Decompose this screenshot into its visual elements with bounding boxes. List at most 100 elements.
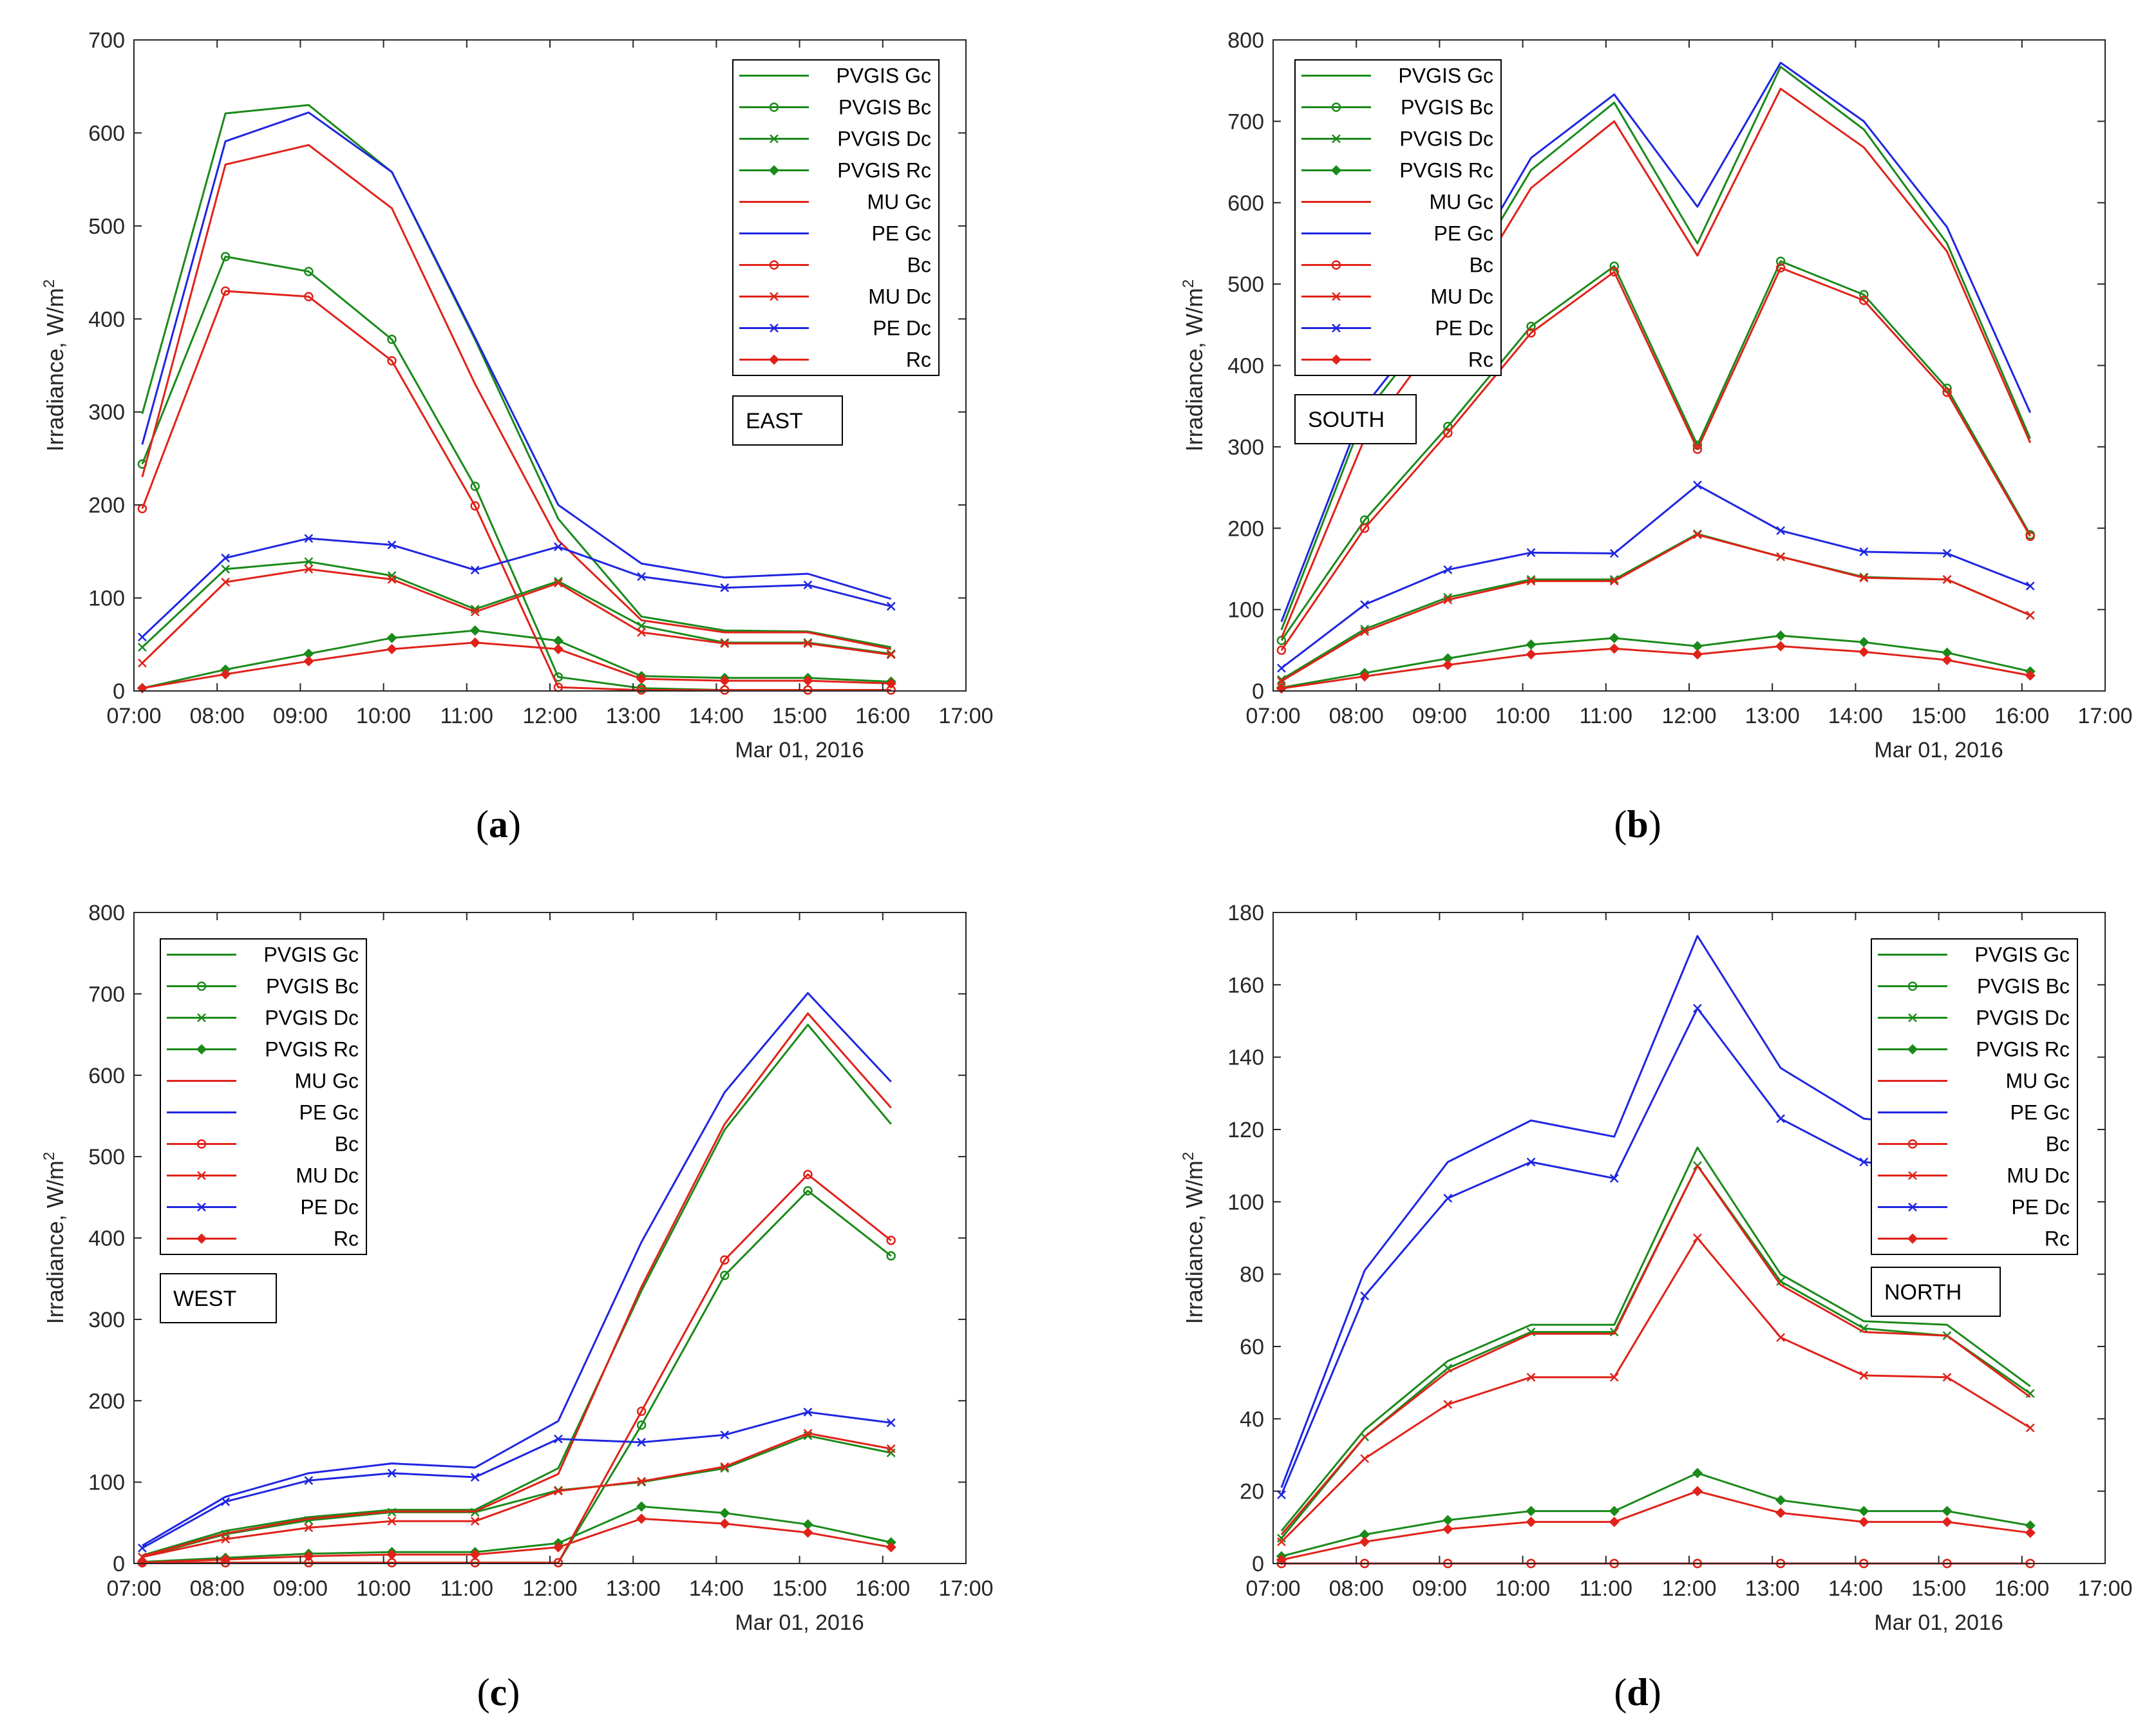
legend-box [1294,59,1502,376]
legend-marker [1331,102,1341,112]
data-point [1443,595,1453,605]
legend-marker [1331,260,1341,270]
data-point [1859,296,1869,305]
data-point [1277,663,1286,673]
legend-label: PVGIS Rc [837,159,931,182]
series-line [1280,484,2031,669]
caption-letter: b [1627,803,1648,846]
y-tick-label: 0 [1252,679,1264,704]
data-point [1858,647,1869,657]
series-line [142,1173,892,1564]
data-point [304,1523,314,1533]
legend-label: PVGIS Dc [265,1006,359,1030]
data-point [1442,1524,1453,1535]
data-point [637,628,647,637]
legend-entry: PVGIS Rc [1878,1038,2070,1061]
legend-label: PVGIS Gc [1974,943,2070,967]
data-point [386,643,397,655]
y-tick-label: 600 [88,1064,125,1088]
data-point [1859,290,1869,299]
date-label: Mar 01, 2016 [1874,1611,2003,1635]
data-point [138,1544,147,1553]
y-tick-label: 0 [1252,1552,1264,1576]
series-pe-gc [142,992,892,1547]
legend-label: PVGIS Bc [1977,975,2070,998]
data-point [1775,263,1786,273]
x-tick-label: 17:00 [2077,704,2132,728]
y-axis-label: Irradiance, W/m2 [41,279,68,451]
data-point [802,1527,813,1538]
data-point [1276,1554,1287,1565]
legend-entry: Bc [1301,254,1493,277]
series-bc [137,1169,896,1567]
legend-marker [1332,292,1341,301]
series-line [141,104,891,648]
legend-entry: PVGIS Rc [739,159,931,182]
data-point [553,1542,563,1553]
data-point [1859,1371,1869,1380]
data-point [137,1557,147,1568]
data-point [1526,1516,1537,1527]
data-point [1609,1516,1620,1527]
data-point [1359,1536,1370,1547]
data-point [221,578,231,587]
data-point [1942,1506,1953,1516]
data-point [1526,321,1536,332]
annotation-label: WEST [173,1287,236,1311]
data-point [637,1437,647,1447]
legend-entry: PE Dc [739,317,931,340]
x-tick-label: 15:00 [772,704,827,728]
legend-entry: PVGIS Bc [1301,96,1493,119]
data-point [1443,1399,1453,1409]
data-point [553,643,563,655]
y-tick-label: 300 [1227,435,1264,460]
data-point [1277,1490,1286,1500]
x-tick-label: 10:00 [356,1576,411,1601]
legend-label: MU Gc [2005,1070,2070,1093]
series-line [142,1411,891,1549]
date-label: Mar 01, 2016 [1874,738,2003,762]
data-point [1609,1173,1619,1183]
y-tick-label: 600 [1227,191,1264,216]
data-point [886,650,896,659]
series-line [1280,1237,2031,1543]
data-point [304,292,314,301]
legend-label: MU Dc [868,285,931,308]
series-line [1281,533,2031,683]
series-line [142,1023,892,1556]
annotation-box [160,1273,277,1323]
data-point [1443,428,1453,438]
legend-entry: MU Dc [1301,285,1493,308]
data-point [720,1255,730,1265]
data-point [1277,676,1286,686]
y-tick-label: 0 [113,679,125,704]
data-point [1360,600,1370,609]
y-tick-label: 200 [88,1389,125,1413]
legend-label: Bc [1470,254,1493,277]
y-axis-label-superscript: 2 [1180,1152,1197,1160]
legend-entry: Rc [1878,1227,2070,1251]
data-point [554,1486,563,1496]
legend-entry: MU Gc [1301,191,1493,214]
legend-label: PE Gc [2010,1101,2070,1124]
data-point [2025,670,2036,681]
x-tick-label: 10:00 [356,704,411,728]
x-tick-label: 09:00 [1412,704,1467,728]
data-point [803,685,813,695]
legend-label: MU Gc [294,1070,359,1093]
data-point [1858,1516,1869,1527]
data-point [1526,639,1537,650]
data-point [803,1186,813,1196]
data-point [1277,1537,1286,1547]
y-tick-label: 300 [88,401,125,425]
y-tick-label: 400 [1227,354,1264,379]
legend-marker [769,260,779,270]
legend-marker [196,1233,207,1244]
data-point [1443,565,1453,574]
series-line [1280,260,2032,641]
data-point [720,583,730,592]
legend-label: PVGIS Rc [265,1038,359,1061]
data-point [1775,1495,1786,1506]
data-point [1276,683,1287,694]
series-line [142,641,891,690]
